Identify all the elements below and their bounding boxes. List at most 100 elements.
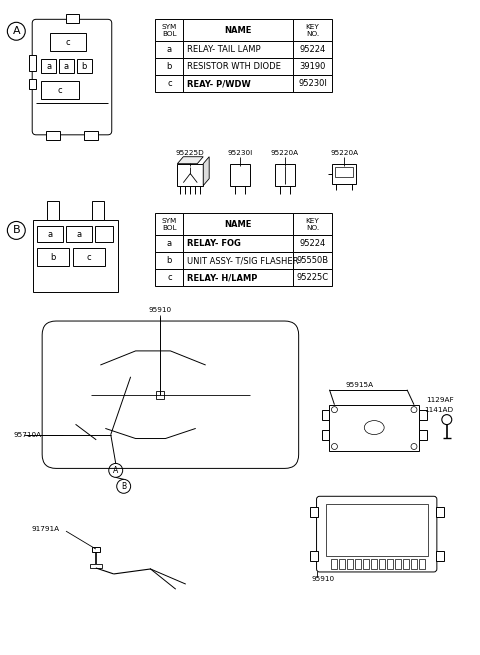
Bar xyxy=(293,235,333,252)
Text: SYM
BOL: SYM BOL xyxy=(162,218,177,231)
Bar xyxy=(66,14,79,24)
Text: 95910: 95910 xyxy=(149,307,172,313)
Bar xyxy=(411,559,417,569)
Bar xyxy=(41,59,56,73)
Text: 95225C: 95225C xyxy=(297,273,329,282)
Bar xyxy=(183,235,293,252)
Text: a: a xyxy=(167,239,172,248)
Bar xyxy=(310,551,318,561)
Bar xyxy=(419,409,427,420)
Bar xyxy=(95,227,113,242)
Bar xyxy=(332,559,337,569)
Text: 39190: 39190 xyxy=(300,62,326,71)
Bar xyxy=(293,269,333,286)
Text: 95910: 95910 xyxy=(312,576,335,582)
Text: KEY
NO.: KEY NO. xyxy=(306,218,320,231)
Bar xyxy=(156,252,183,269)
Text: 95230I: 95230I xyxy=(228,150,252,156)
Text: RELAY- H/LAMP: RELAY- H/LAMP xyxy=(187,273,258,282)
Text: RELAY- TAIL LAMP: RELAY- TAIL LAMP xyxy=(187,45,261,54)
Bar xyxy=(156,214,183,235)
Bar xyxy=(33,221,118,292)
Text: 95224: 95224 xyxy=(300,239,326,248)
Bar xyxy=(403,559,409,569)
Text: c: c xyxy=(66,38,70,47)
Text: 95224: 95224 xyxy=(300,45,326,54)
Bar xyxy=(73,248,105,267)
Text: c: c xyxy=(167,79,172,88)
Bar xyxy=(371,559,377,569)
Text: REAY- P/WDW: REAY- P/WDW xyxy=(187,79,251,88)
Bar xyxy=(37,248,69,267)
Bar xyxy=(90,564,102,568)
Bar xyxy=(293,214,333,235)
Bar xyxy=(293,252,333,269)
Text: RESISTOR WTH DIODE: RESISTOR WTH DIODE xyxy=(187,62,281,71)
Bar xyxy=(387,559,393,569)
Text: a: a xyxy=(76,230,82,239)
Text: b: b xyxy=(167,256,172,265)
Text: c: c xyxy=(86,253,91,262)
Bar xyxy=(156,391,165,399)
Text: B: B xyxy=(12,225,20,235)
Bar xyxy=(322,409,329,420)
Text: a: a xyxy=(167,45,172,54)
Bar xyxy=(363,559,369,569)
Bar xyxy=(77,59,92,73)
Bar xyxy=(325,504,428,556)
Polygon shape xyxy=(203,157,209,185)
Text: 1141AD: 1141AD xyxy=(425,407,454,413)
Bar xyxy=(183,269,293,286)
Bar xyxy=(293,41,333,58)
Bar xyxy=(275,164,295,185)
Bar xyxy=(293,75,333,92)
Text: b: b xyxy=(82,62,87,71)
Bar xyxy=(59,59,74,73)
Text: a: a xyxy=(48,230,53,239)
Bar xyxy=(183,252,293,269)
Text: KEY
NO.: KEY NO. xyxy=(306,24,320,37)
Bar xyxy=(156,58,183,75)
Text: 95710A: 95710A xyxy=(13,432,41,438)
Text: 1129AF: 1129AF xyxy=(426,397,454,403)
Bar xyxy=(66,227,92,242)
Text: UNIT ASSY- T/SIG FLASHER: UNIT ASSY- T/SIG FLASHER xyxy=(187,256,299,265)
Bar xyxy=(183,19,293,41)
Text: A: A xyxy=(113,466,119,475)
Bar xyxy=(333,164,356,183)
Bar xyxy=(41,81,79,99)
Bar xyxy=(395,559,401,569)
Bar xyxy=(355,559,361,569)
Bar xyxy=(379,559,385,569)
Text: 95915A: 95915A xyxy=(345,382,373,388)
Bar xyxy=(183,41,293,58)
Bar xyxy=(156,269,183,286)
Bar xyxy=(419,559,425,569)
Bar xyxy=(156,41,183,58)
Bar xyxy=(84,131,98,140)
Bar xyxy=(183,75,293,92)
Bar xyxy=(436,551,444,561)
Bar xyxy=(29,79,36,89)
Bar xyxy=(293,58,333,75)
Text: c: c xyxy=(58,86,62,94)
Bar xyxy=(230,164,250,185)
Text: NAME: NAME xyxy=(224,26,252,35)
Bar xyxy=(92,547,100,552)
Bar xyxy=(37,227,63,242)
Bar xyxy=(156,19,183,41)
Text: b: b xyxy=(167,62,172,71)
Bar xyxy=(436,507,444,517)
Polygon shape xyxy=(178,157,203,164)
Bar xyxy=(336,166,353,177)
Text: SYM
BOL: SYM BOL xyxy=(162,24,177,37)
Text: a: a xyxy=(46,62,51,71)
Bar xyxy=(183,214,293,235)
Text: 95220A: 95220A xyxy=(271,150,299,156)
Bar xyxy=(348,559,353,569)
Bar xyxy=(46,131,60,140)
Text: 95550B: 95550B xyxy=(297,256,329,265)
Bar xyxy=(178,164,203,185)
Text: 91791A: 91791A xyxy=(31,526,60,532)
Text: A: A xyxy=(12,26,20,36)
